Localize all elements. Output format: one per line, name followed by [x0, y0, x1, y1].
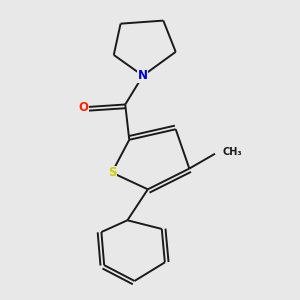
Text: CH₃: CH₃	[223, 147, 242, 157]
Text: O: O	[78, 101, 88, 114]
Text: S: S	[108, 166, 116, 179]
Text: N: N	[138, 69, 148, 82]
